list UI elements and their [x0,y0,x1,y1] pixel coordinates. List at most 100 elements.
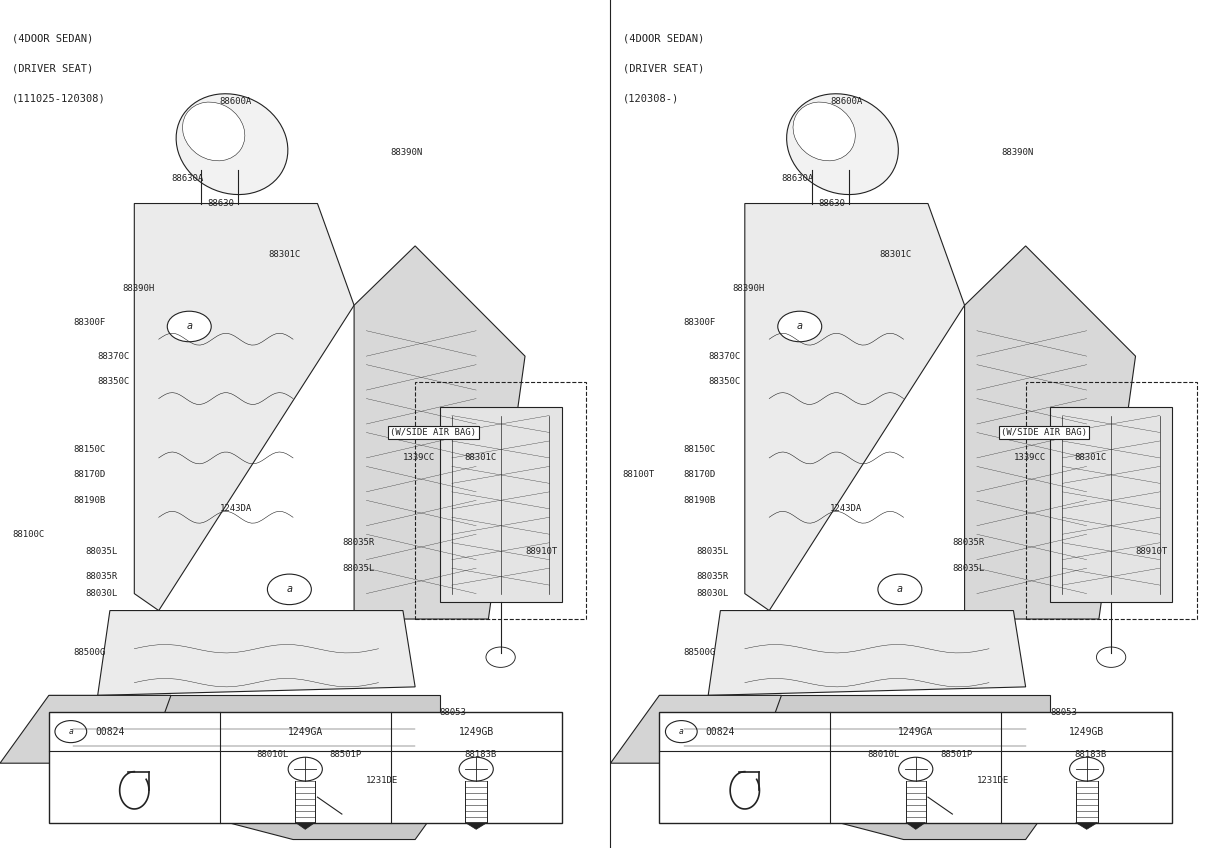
Text: 88010L: 88010L [867,750,899,759]
Text: 1243DA: 1243DA [220,505,252,513]
Text: 88301C: 88301C [269,250,300,259]
Text: 88301C: 88301C [879,250,911,259]
Text: 88301C: 88301C [464,454,496,462]
Text: 88190B: 88190B [73,496,105,505]
Text: (120308-): (120308-) [623,93,679,103]
Text: 88183B: 88183B [1074,750,1106,759]
Ellipse shape [792,102,856,161]
Polygon shape [745,204,965,611]
Text: 88300F: 88300F [684,318,716,326]
Text: 1249GA: 1249GA [288,727,322,737]
Text: 88390N: 88390N [1001,148,1033,157]
Text: 1339CC: 1339CC [403,454,435,462]
Text: 88035R: 88035R [85,572,117,581]
Text: 88501P: 88501P [330,750,361,759]
Text: 88035L: 88035L [696,547,728,555]
Text: 88030L: 88030L [696,589,728,598]
Ellipse shape [786,94,899,194]
Text: 88190B: 88190B [684,496,716,505]
Polygon shape [906,823,926,829]
Circle shape [778,311,822,342]
Text: 88053: 88053 [440,708,466,717]
Polygon shape [965,246,1136,619]
Text: 1249GA: 1249GA [899,727,933,737]
Text: 88630: 88630 [208,199,234,208]
Text: 88390N: 88390N [391,148,422,157]
Text: 88035R: 88035R [952,538,984,547]
Text: 88500G: 88500G [684,649,716,657]
Text: 1249GB: 1249GB [459,727,493,737]
Polygon shape [1050,407,1172,602]
Text: a: a [797,321,802,332]
Circle shape [1096,647,1126,667]
Text: 88500G: 88500G [73,649,105,657]
Text: 1339CC: 1339CC [1013,454,1045,462]
Polygon shape [295,823,315,829]
Text: 88630: 88630 [818,199,845,208]
Text: a: a [679,727,684,736]
Circle shape [486,647,515,667]
Polygon shape [98,611,415,695]
Text: 88350C: 88350C [98,377,129,386]
Text: (DRIVER SEAT): (DRIVER SEAT) [12,64,94,74]
Circle shape [878,574,922,605]
Text: 88035L: 88035L [85,547,117,555]
Text: 88030L: 88030L [85,589,117,598]
Text: 88630A: 88630A [171,174,203,182]
Polygon shape [354,246,525,619]
Text: 88370C: 88370C [98,352,129,360]
Ellipse shape [182,102,245,161]
Polygon shape [0,695,171,763]
Text: 88390H: 88390H [733,284,764,293]
Polygon shape [49,695,440,763]
Text: 88170D: 88170D [684,471,716,479]
Polygon shape [1076,823,1098,829]
Text: 1231DE: 1231DE [977,776,1009,784]
Text: (DRIVER SEAT): (DRIVER SEAT) [623,64,705,74]
Text: a: a [897,584,902,594]
Polygon shape [659,695,1050,763]
Text: 88301C: 88301C [1074,454,1106,462]
Text: a: a [287,584,292,594]
Text: 1243DA: 1243DA [830,505,862,513]
Text: 88390H: 88390H [122,284,154,293]
Polygon shape [806,763,1050,840]
Text: 88035R: 88035R [342,538,374,547]
Text: 88370C: 88370C [708,352,740,360]
Bar [659,712,1172,823]
Text: 88910T: 88910T [1136,547,1167,555]
Text: 1231DE: 1231DE [366,776,398,784]
Text: 88053: 88053 [1050,708,1077,717]
Text: 00824: 00824 [95,727,125,737]
Polygon shape [708,611,1026,695]
Text: 88010L: 88010L [256,750,288,759]
Polygon shape [610,695,781,763]
Text: 88035L: 88035L [342,564,374,572]
Text: 88183B: 88183B [464,750,496,759]
Text: 88910T: 88910T [525,547,557,555]
Text: a: a [68,727,73,736]
Text: 1249GB: 1249GB [1070,727,1104,737]
Polygon shape [465,823,487,829]
Text: (4DOOR SEDAN): (4DOOR SEDAN) [623,34,705,44]
Text: 88600A: 88600A [220,98,252,106]
Polygon shape [195,763,440,840]
Text: (111025-120308): (111025-120308) [12,93,106,103]
Text: 88035L: 88035L [952,564,984,572]
Text: 88630A: 88630A [781,174,813,182]
Circle shape [167,311,211,342]
Text: 88600A: 88600A [830,98,862,106]
Bar [1026,382,1197,619]
Text: 88170D: 88170D [73,471,105,479]
Text: 00824: 00824 [706,727,735,737]
Text: (W/SIDE AIR BAG): (W/SIDE AIR BAG) [1001,428,1087,437]
Polygon shape [134,204,354,611]
Text: 88035R: 88035R [696,572,728,581]
Text: a: a [187,321,192,332]
Bar [415,382,586,619]
Text: (W/SIDE AIR BAG): (W/SIDE AIR BAG) [391,428,476,437]
Text: 88150C: 88150C [684,445,716,454]
Text: 88150C: 88150C [73,445,105,454]
Text: (4DOOR SEDAN): (4DOOR SEDAN) [12,34,94,44]
Circle shape [937,795,956,808]
